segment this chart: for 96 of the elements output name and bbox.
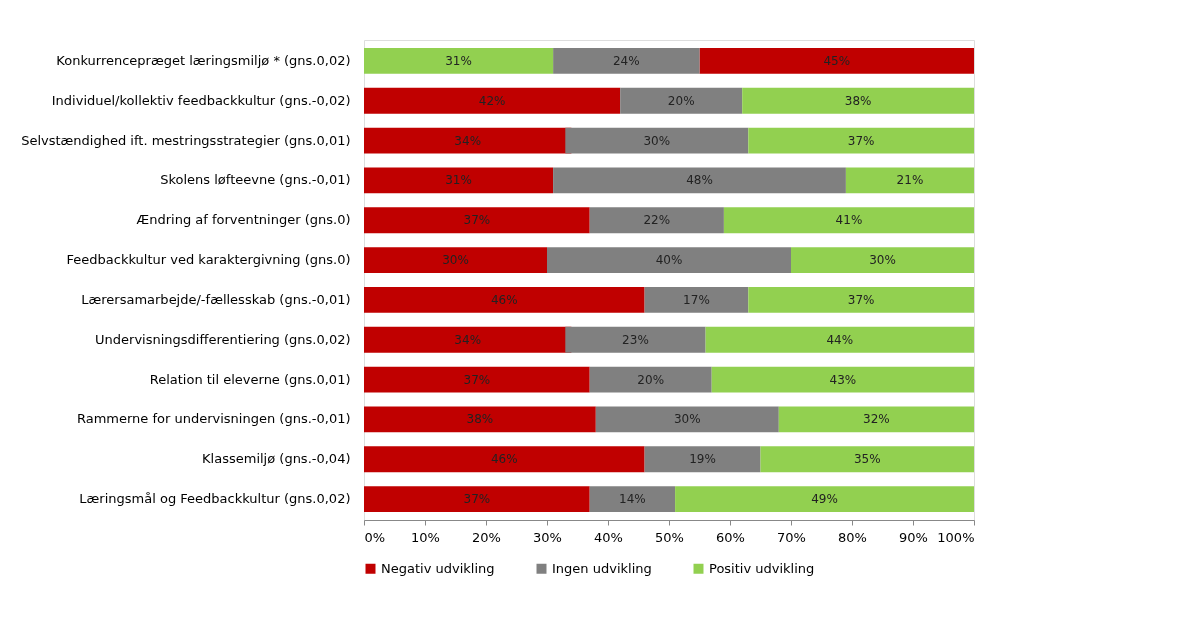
data-label: 43% [829, 372, 857, 387]
data-label: 35% [853, 452, 881, 467]
legend-label: Negativ udvikling [381, 560, 495, 576]
bar [364, 167, 554, 194]
bar [723, 207, 974, 234]
data-label: 34% [454, 332, 482, 347]
bar [711, 366, 974, 393]
bar [748, 286, 974, 313]
data-label: 30% [673, 412, 701, 427]
y-tick-label: Feedbackkultur ved karaktergivning (gns.0) [66, 252, 351, 268]
y-tick-label: Lærersamarbejde/-fællesskab (gns.-0,01) [81, 291, 351, 307]
y-tick-label: Læringsmål og Feedbackkultur (gns.0,02) [79, 491, 351, 507]
x-tick-label: 20% [472, 529, 501, 545]
data-label: 30% [869, 253, 896, 268]
bar [364, 446, 645, 473]
bar [364, 406, 596, 433]
data-label: 17% [683, 292, 710, 307]
y-tick-label: Skolens løfteevne (gns.-0,01) [160, 172, 351, 188]
data-label: 44% [826, 332, 854, 347]
bar [699, 47, 974, 74]
data-label: 37% [847, 133, 875, 148]
data-label: 23% [622, 332, 649, 347]
bar [364, 366, 590, 393]
bar [845, 167, 974, 194]
legend-label: Ingen udvikling [552, 560, 652, 576]
data-label: 49% [811, 492, 838, 507]
x-tick-label: 50% [655, 529, 684, 545]
x-tick-label: 100% [937, 529, 975, 545]
x-tick-label: 0% [364, 529, 386, 545]
data-label: 32% [863, 412, 890, 427]
bar [791, 247, 974, 274]
data-label: 31% [445, 53, 472, 68]
bar [565, 326, 706, 353]
data-label: 30% [442, 253, 469, 268]
bar [705, 326, 974, 353]
bar [589, 207, 724, 234]
bar [364, 47, 554, 74]
data-label: 41% [835, 213, 863, 228]
data-label: 30% [643, 133, 671, 148]
bar [595, 406, 779, 433]
bar [364, 87, 621, 114]
bar [760, 446, 974, 473]
bar [589, 486, 676, 513]
bar [364, 247, 547, 274]
data-label: 22% [643, 213, 671, 228]
bar [644, 446, 761, 473]
bar [565, 127, 749, 154]
data-label: 48% [686, 173, 713, 188]
y-tick-label: Klassemiljø (gns.-0,04) [202, 451, 351, 467]
data-label: 20% [637, 372, 665, 387]
bar [589, 366, 712, 393]
data-label: 20% [667, 93, 695, 108]
bar [644, 286, 749, 313]
data-label: 40% [655, 253, 683, 268]
data-label: 46% [490, 292, 518, 307]
bar [675, 486, 974, 513]
bar [553, 167, 846, 194]
y-tick-label: Konkurrencepræget læringsmiljø * (gns.0,02) [56, 52, 351, 68]
x-tick-label: 80% [838, 529, 867, 545]
bar [748, 127, 974, 154]
x-tick-label: 40% [594, 529, 623, 545]
y-tick-label: Rammerne for undervisningen (gns.-0,01) [76, 411, 351, 427]
data-label: 37% [463, 492, 491, 507]
y-tick-label: Relation til eleverne (gns.0,01) [149, 371, 351, 387]
data-label: 38% [844, 93, 872, 108]
y-tick-label: Undervisningsdifferentiering (gns.0,02) [95, 331, 351, 347]
y-tick-label: Individuel/kollektiv feedbackkultur (gns.-0,02) [51, 92, 351, 108]
x-tick-label: 10% [411, 529, 440, 545]
bar [547, 247, 791, 274]
legend-label: Positiv udvikling [709, 560, 815, 576]
data-label: 37% [847, 292, 875, 307]
y-tick-label: Selvstændighed ift. mestringsstrategier (gns.0,01) [21, 132, 351, 148]
data-label: 19% [689, 452, 716, 467]
bar [553, 47, 700, 74]
bar [364, 286, 645, 313]
y-tick-label: Ændring af forventninger (gns.0) [136, 212, 351, 228]
data-label: 45% [823, 53, 851, 68]
bar [364, 486, 590, 513]
data-label: 37% [463, 372, 491, 387]
data-label: 34% [454, 133, 482, 148]
bar [742, 87, 974, 114]
data-label: 46% [490, 452, 518, 467]
x-tick-label: 70% [777, 529, 806, 545]
x-tick-label: 60% [716, 529, 745, 545]
data-label: 31% [445, 173, 472, 188]
data-label: 21% [896, 173, 924, 188]
bar [620, 87, 743, 114]
x-tick-label: 30% [533, 529, 562, 545]
data-label: 38% [466, 412, 494, 427]
data-label: 37% [463, 213, 491, 228]
data-label: 14% [619, 492, 646, 507]
bar [364, 207, 590, 234]
data-label: 24% [612, 53, 640, 68]
data-label: 42% [478, 93, 506, 108]
bar [778, 406, 974, 433]
x-tick-label: 90% [899, 529, 928, 545]
